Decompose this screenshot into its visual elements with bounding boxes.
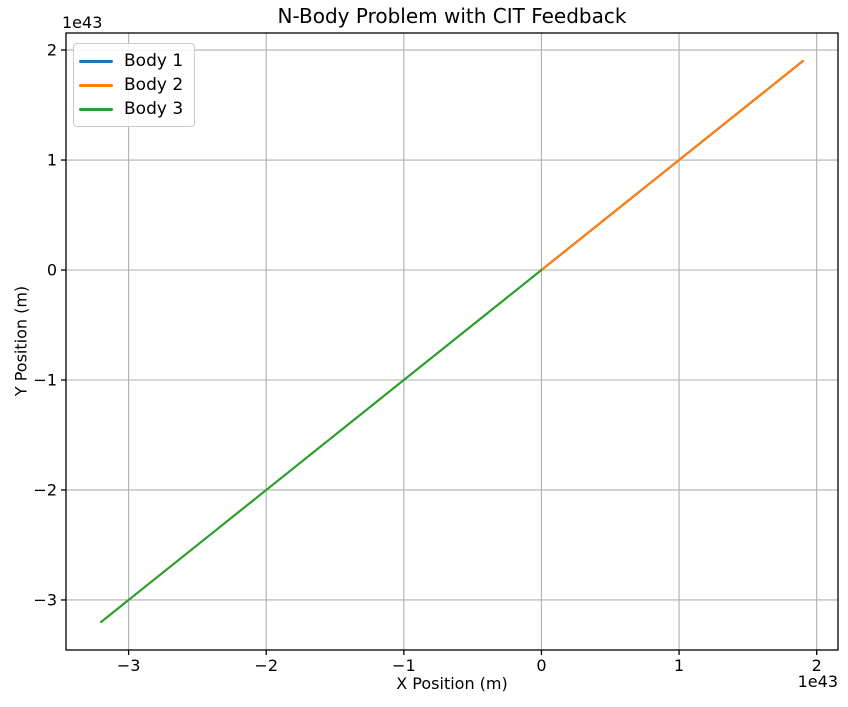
y-tick-label: 1 [47, 151, 57, 170]
legend-line-swatch [79, 107, 113, 111]
y-axis-offset-label: 1e43 [62, 13, 103, 32]
y-axis-label: Y Position (m) [11, 285, 31, 397]
legend-line-swatch [79, 83, 113, 87]
y-tick-label: 2 [47, 41, 57, 60]
series-line-body-3 [99, 268, 543, 624]
x-tick-label: −2 [254, 656, 278, 675]
x-tick-label: 2 [812, 656, 822, 675]
legend-label: Body 3 [124, 99, 184, 119]
x-tick-label: −3 [117, 656, 141, 675]
x-axis-offset-label: 1e43 [797, 672, 838, 691]
y-tick-label: −2 [33, 480, 57, 499]
legend-line-swatch [79, 59, 113, 63]
legend-item: Body 2 [79, 75, 183, 95]
chart-title: N-Body Problem with CIT Feedback [277, 4, 627, 28]
x-tick-label: −1 [392, 656, 416, 675]
legend-item: Body 1 [79, 51, 183, 71]
legend-label: Body 1 [124, 51, 184, 71]
y-tick-label: 0 [47, 261, 57, 280]
legend: Body 1 Body 2 Body 3 [73, 43, 196, 127]
x-tick-label: 0 [536, 656, 546, 675]
x-tick-label: 1 [674, 656, 684, 675]
legend-label: Body 2 [124, 75, 184, 95]
legend-item: Body 3 [79, 99, 183, 119]
y-tick-label: −3 [33, 590, 57, 609]
x-axis-label: X Position (m) [396, 674, 508, 693]
axes-frame [65, 32, 839, 651]
series-line-body-2 [540, 59, 805, 272]
y-tick-label: −1 [33, 370, 57, 389]
